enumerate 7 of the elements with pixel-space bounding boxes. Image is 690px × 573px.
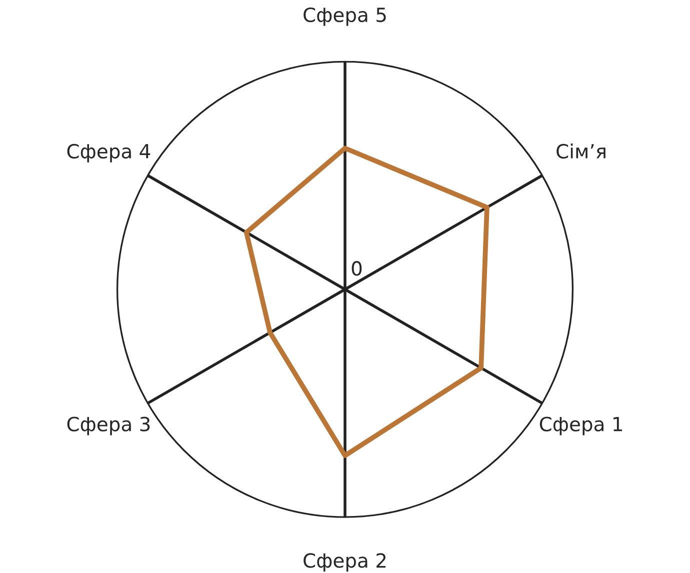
spoke-label: Сім’я xyxy=(556,144,606,159)
spoke-label: Сфера 2 xyxy=(304,553,386,572)
text: 0 xyxy=(352,261,362,276)
spoke-label: Сфера 3 xyxy=(67,416,150,436)
spoke-label: Сфера 5 xyxy=(304,7,386,26)
spoke-label: Сфера 4 xyxy=(67,144,150,162)
spoke-label: Сфера 1 xyxy=(540,416,622,436)
